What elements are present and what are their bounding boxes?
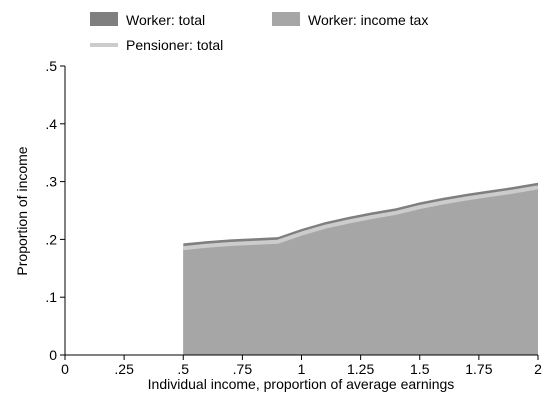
x-tick-label: 0 xyxy=(61,361,69,377)
y-tick-label: .4 xyxy=(45,116,57,132)
x-axis-title: Individual income, proportion of average… xyxy=(148,376,455,392)
legend-label-worker-total: Worker: total xyxy=(126,12,205,28)
x-tick-label: 1.75 xyxy=(465,361,492,377)
x-tick-label: .25 xyxy=(114,361,134,377)
y-tick-label: .2 xyxy=(45,231,57,247)
axes: 0 .1 .2 .3 .4 .5 0 .25 .5 .75 1 1.25 1.5 1.75 2 xyxy=(45,58,542,377)
line-pensioner-total xyxy=(183,185,539,251)
x-tick-label: 2 xyxy=(534,361,542,377)
x-tick-label: 1.5 xyxy=(410,361,430,377)
y-tick-label: 0 xyxy=(49,347,57,363)
area-worker-income-tax xyxy=(183,189,539,355)
y-tick-label: .5 xyxy=(45,58,57,74)
y-tick-label: .3 xyxy=(45,174,57,190)
legend-label-worker-income-tax: Worker: income tax xyxy=(308,12,428,28)
y-axis-title: Proportion of income xyxy=(14,146,30,275)
x-tick-label: .75 xyxy=(233,361,253,377)
x-tick-label: .5 xyxy=(177,361,189,377)
legend: Worker: total Worker: income tax Pension… xyxy=(90,12,428,53)
legend-swatch-worker-income-tax xyxy=(272,12,300,26)
x-tick-label: 1.25 xyxy=(347,361,374,377)
x-tick-label: 1 xyxy=(298,361,306,377)
y-tick-label: .1 xyxy=(45,289,57,305)
legend-swatch-worker-total xyxy=(90,12,118,26)
legend-label-pensioner-total: Pensioner: total xyxy=(126,37,223,53)
plot-areas xyxy=(183,182,539,355)
